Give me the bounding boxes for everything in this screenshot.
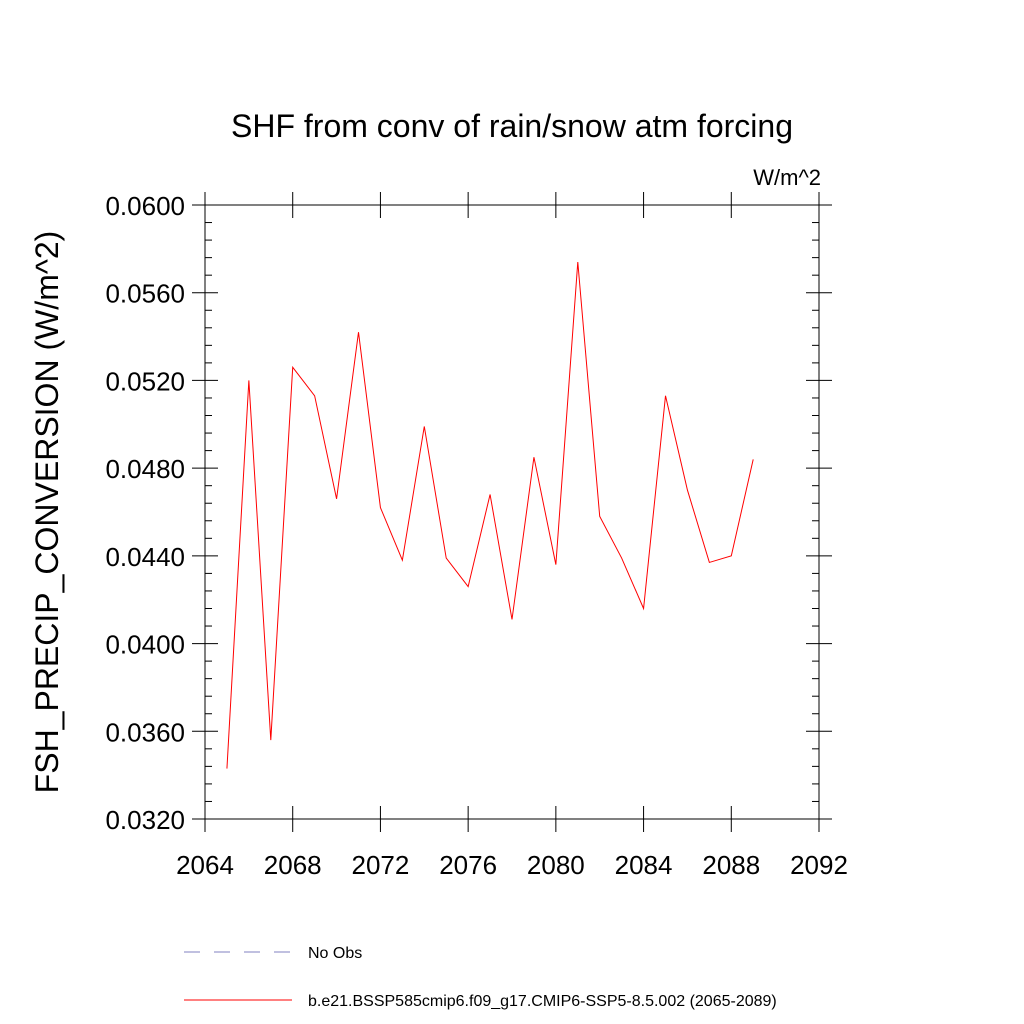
x-tick-label: 2064 xyxy=(176,850,234,880)
x-tick-label: 2080 xyxy=(527,850,585,880)
y-tick-label: 0.0600 xyxy=(105,191,185,221)
x-tick-label: 2068 xyxy=(264,850,322,880)
legend-label-1: No Obs xyxy=(308,945,362,962)
y-tick-label: 0.0360 xyxy=(105,717,185,747)
units-label: W/m^2 xyxy=(753,165,821,190)
x-tick-label: 2088 xyxy=(702,850,760,880)
y-tick-label: 0.0440 xyxy=(105,542,185,572)
legend: No Obs b.e21.BSSP585cmip6.f09_g17.CMIP6-S… xyxy=(184,945,777,1010)
plot-frame xyxy=(204,204,820,820)
x-axis: 2064 2068 2072 2076 2080 2084 2088 2092 xyxy=(176,192,848,880)
x-tick-label: 2072 xyxy=(352,850,410,880)
series-layer xyxy=(226,261,754,769)
y-axis: 0.0320 0.0360 0.0400 0.0440 0.0480 0.0520 0.05… xyxy=(105,191,832,835)
y-tick-label: 0.0520 xyxy=(105,366,185,396)
x-tick-label: 2076 xyxy=(439,850,497,880)
x-tick-label: 2092 xyxy=(790,850,848,880)
y-tick-label: 0.0560 xyxy=(105,279,185,309)
chart-title: SHF from conv of rain/snow atm forcing xyxy=(231,108,793,144)
y-tick-label: 0.0320 xyxy=(105,805,185,835)
series-line-0 xyxy=(226,261,754,769)
y-tick-label: 0.0480 xyxy=(105,454,185,484)
x-tick-label: 2084 xyxy=(615,850,673,880)
legend-label-0: b.e21.BSSP585cmip6.f09_g17.CMIP6-SSP5-8.… xyxy=(308,993,777,1010)
y-axis-label: FSH_PRECIP_CONVERSION (W/m^2) xyxy=(29,231,65,794)
y-tick-label: 0.0400 xyxy=(105,630,185,660)
